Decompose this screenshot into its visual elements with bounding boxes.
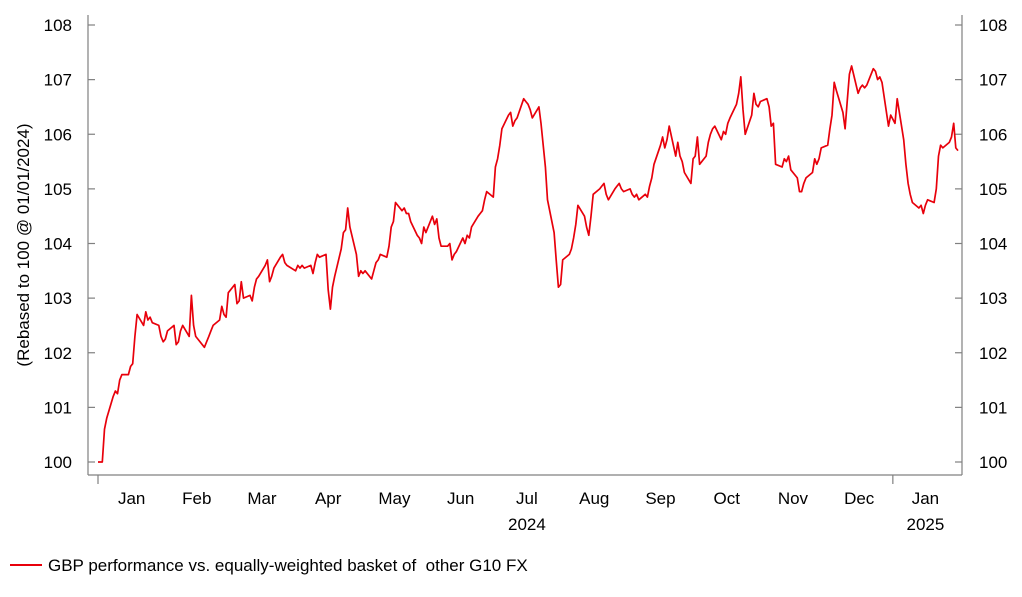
- left-y-tick-label: 102: [44, 344, 72, 363]
- left-y-tick-label: 106: [44, 125, 72, 144]
- x-year-label: 2025: [907, 515, 945, 534]
- left-y-tick-label: 105: [44, 180, 72, 199]
- left-y-tick-label: 108: [44, 16, 72, 35]
- right-y-tick-label: 102: [979, 344, 1007, 363]
- right-y-tick-label: 105: [979, 180, 1007, 199]
- left-y-ticks: 100 101 102 103 104 105 106 107 108: [44, 16, 95, 472]
- x-month-label: Jul: [516, 489, 538, 508]
- x-month-label: Feb: [182, 489, 211, 508]
- right-y-tick-label: 104: [979, 235, 1007, 254]
- x-month-label: Dec: [844, 489, 875, 508]
- x-month-label: Nov: [778, 489, 809, 508]
- left-y-tick-label: 104: [44, 235, 72, 254]
- x-month-label: May: [378, 489, 411, 508]
- x-month-label: Mar: [247, 489, 277, 508]
- x-month-ticks: Jan Feb Mar Apr May Jun Jul Aug Sep Oct Nov Dec Jan 2…: [97, 475, 945, 534]
- x-month-label: Jun: [447, 489, 474, 508]
- right-y-tick-label: 106: [979, 125, 1007, 144]
- x-month-label: Sep: [645, 489, 675, 508]
- left-y-tick-label: 103: [44, 289, 72, 308]
- series-line: [98, 65, 959, 463]
- x-year-label: 2024: [508, 515, 546, 534]
- x-month-label: Apr: [315, 489, 342, 508]
- left-y-tick-label: 100: [44, 453, 72, 472]
- right-y-tick-label: 107: [979, 71, 1007, 90]
- y-axis-title: (Rebased to 100 @ 01/01/2024): [14, 123, 33, 366]
- x-month-label: Jan: [912, 489, 939, 508]
- x-month-label: Jan: [118, 489, 145, 508]
- left-y-tick-label: 101: [44, 398, 72, 417]
- right-y-tick-label: 108: [979, 16, 1007, 35]
- right-y-ticks: 100 101 102 103 104 105 106 107 108: [955, 16, 1007, 472]
- right-y-tick-label: 103: [979, 289, 1007, 308]
- legend-label: GBP performance vs. equally-weighted bas…: [48, 556, 528, 575]
- right-y-tick-label: 100: [979, 453, 1007, 472]
- x-month-label: Aug: [579, 489, 609, 508]
- right-y-tick-label: 101: [979, 398, 1007, 417]
- x-month-label: Oct: [713, 489, 740, 508]
- legend: GBP performance vs. equally-weighted bas…: [10, 556, 528, 575]
- left-y-tick-label: 107: [44, 71, 72, 90]
- series-layer: [98, 65, 959, 463]
